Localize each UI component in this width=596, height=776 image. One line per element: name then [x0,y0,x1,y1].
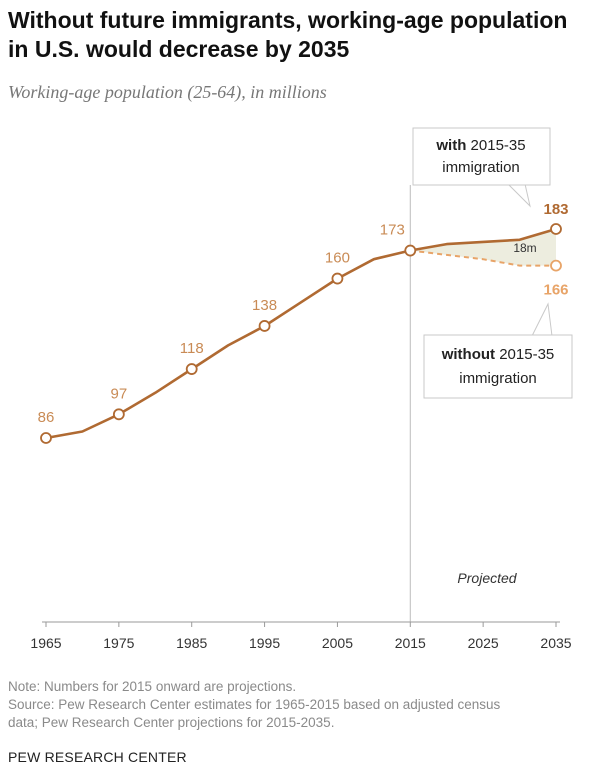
callout-with-line-2: immigration [442,159,520,176]
point-1985 [185,363,198,375]
x-tick-label-2005: 2005 [322,635,353,651]
callout-without-rest: 2015-35 [495,346,554,363]
label-2015: 173 [380,222,405,239]
x-tick-label-2015: 2015 [395,635,426,651]
x-tick-label-1965: 1965 [30,635,61,651]
x-tick-label-2035: 2035 [540,635,571,651]
point-2005 [331,272,344,285]
callout-with-box [412,127,551,186]
point-without-2035 [550,259,562,272]
callout-without-box [423,334,573,399]
point-1995 [258,320,271,332]
data-labels: 86 97 118 138 160 173 183 166 18m [38,201,569,426]
callout-with-bold: with [435,137,466,154]
label-1985: 118 [180,340,204,357]
label-1975: 97 [111,385,128,402]
callout-without-line-2: immigration [459,370,537,387]
label-1995: 138 [252,297,277,314]
source-text-line-2: data; Pew Research Center projections fo… [8,715,335,730]
point-with-2035 [550,223,562,235]
x-axis: Projected 1965 1975 1985 1995 2005 2015 2025 203… [30,185,572,651]
chart-subtitle: Working-age population (25-64), in milli… [8,82,327,102]
footnote: Note: Numbers for 2015 onward are projec… [8,678,593,732]
series-lines [45,227,557,440]
chart-title: Without future immigrants, working-age p… [8,7,568,62]
historic-line [45,249,411,440]
gap-fill-layer [410,229,556,266]
callout-without-bold: without [441,346,495,363]
x-tick-label-1975: 1975 [103,635,134,651]
callouts: with 2015-35 immigration without 2015-35 im… [412,127,573,399]
source-text-line-1: Source: Pew Research Center estimates fo… [8,697,501,712]
point-1965 [40,432,52,444]
note-text: Note: Numbers for 2015 onward are projec… [8,679,297,694]
callout-without-line-1: without 2015-35 [441,346,555,363]
callout-with-line-1: with 2015-35 [435,137,525,154]
projection-label: Projected [457,570,517,586]
point-1975 [112,408,125,421]
x-tick-label-1995: 1995 [249,635,280,651]
callout-with-tail [507,183,531,208]
callout-without-tail [531,302,553,337]
x-tick-label-2025: 2025 [468,635,499,651]
with-immigration-line [410,227,557,252]
credit-line: PEW RESEARCH CENTER [8,749,187,765]
without-immigration-line [410,249,556,267]
gap-area [410,229,556,266]
label-1965: 86 [38,409,55,426]
gap-label: 18m [513,241,536,255]
callout-with-rest: 2015-35 [466,137,525,154]
point-2015 [404,244,417,257]
label-2005: 160 [325,250,350,267]
data-points [40,223,562,444]
label-without-2035: 166 [543,282,568,299]
x-tick-label-1985: 1985 [176,635,207,651]
label-with-2035: 183 [543,201,568,218]
